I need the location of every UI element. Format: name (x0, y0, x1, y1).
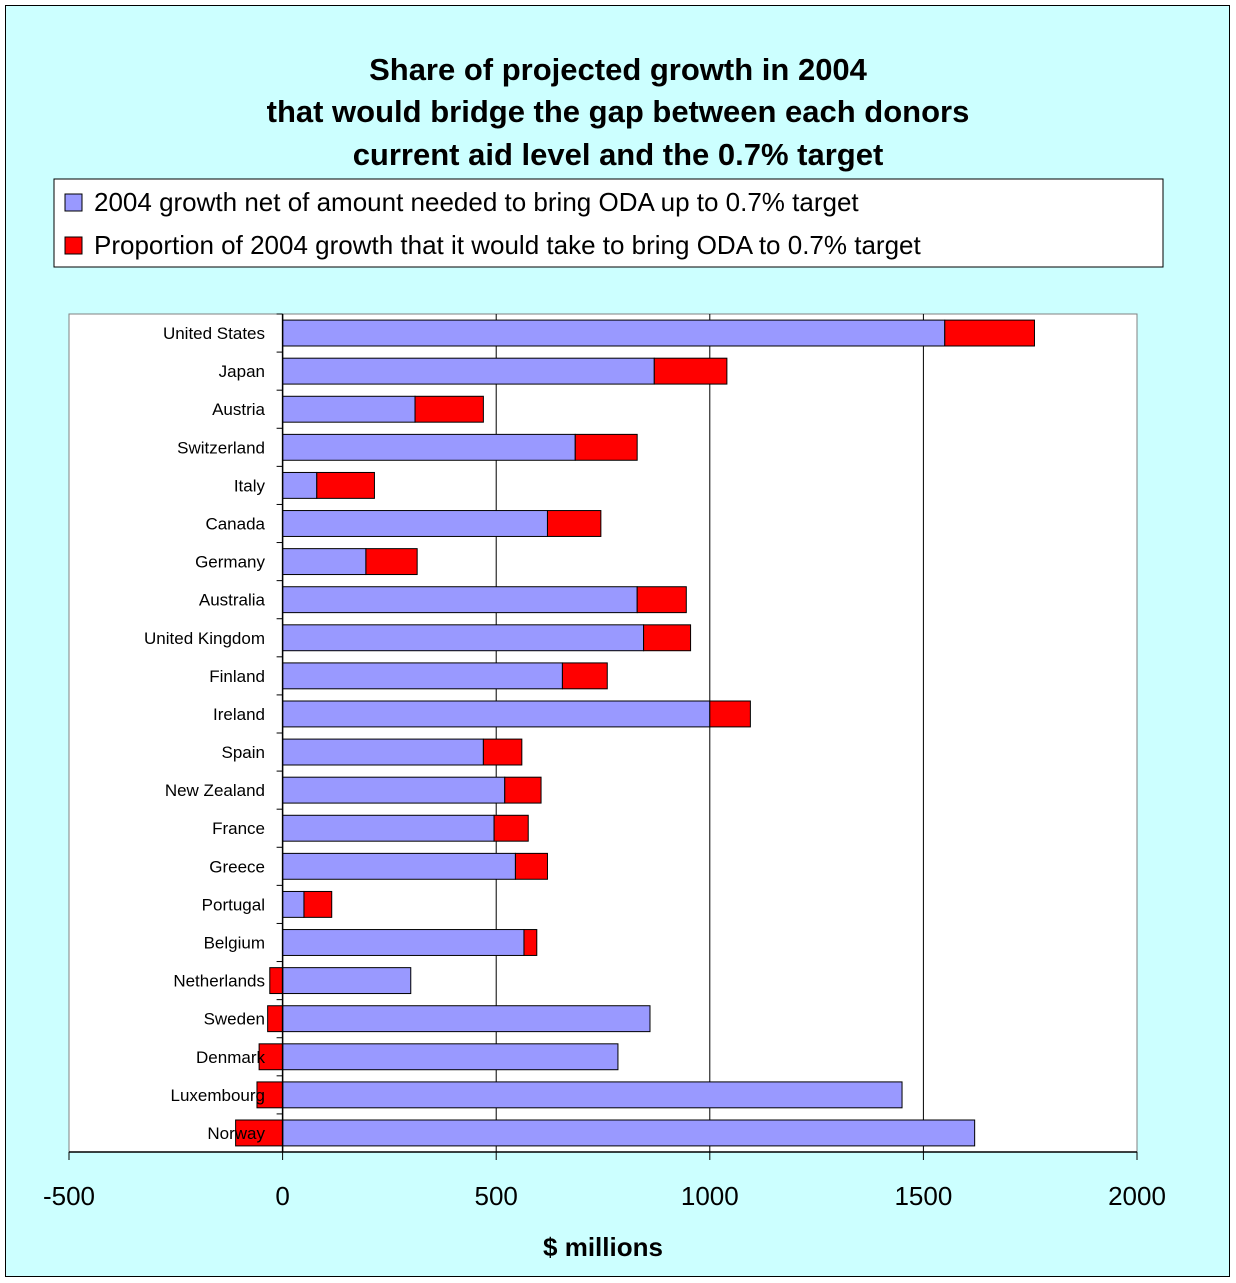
category-label-united-states: United States (163, 324, 265, 343)
bar-growth-net-denmark (282, 1043, 619, 1071)
category-label-greece: Greece (209, 857, 265, 876)
x-tick-label--500: -500 (43, 1181, 95, 1211)
category-label-australia: Australia (199, 591, 266, 610)
category-label-belgium: Belgium (204, 934, 265, 953)
x-axis-title: $ millions (543, 1232, 663, 1262)
x-tick-label-0: 0 (275, 1181, 289, 1211)
bar-growth-net-greece (282, 852, 516, 880)
bar-proportion-ireland (709, 700, 751, 728)
bar-growth-net-portugal (282, 890, 305, 918)
bar-growth-net-canada (282, 510, 548, 537)
bar-growth-net-spain (282, 738, 484, 766)
bar-proportion-norway (235, 1119, 284, 1147)
bar-growth-net-austria (282, 395, 416, 423)
category-label-sweden: Sweden (204, 1010, 265, 1029)
category-labels: United States Japan Austria Switzerland Ital… (144, 324, 266, 1143)
bar-proportion-italy (316, 471, 375, 499)
bar-growth-net-norway (282, 1119, 976, 1147)
bar-growth-net-australia (282, 586, 638, 614)
category-label-austria: Austria (212, 400, 265, 419)
bar-proportion-greece (514, 852, 548, 880)
category-label-norway: Norway (207, 1124, 265, 1143)
bar-growth-net-germany (282, 548, 367, 576)
bar-growth-net-sweden (282, 1005, 651, 1033)
category-label-germany: Germany (195, 553, 265, 572)
bar-proportion-portugal (303, 890, 333, 918)
bar-growth-net-united-states (282, 319, 946, 347)
category-label-netherlands: Netherlands (173, 972, 265, 991)
bar-growth-net-italy (282, 471, 318, 499)
bar-proportion-netherlands (269, 967, 284, 995)
bar-growth-net-united-kingdom (282, 624, 645, 652)
bar-growth-net-finland (282, 662, 563, 690)
bar-proportion-united-states (944, 319, 1035, 347)
chart-title-line-3: current aid level and the 0.7% target (353, 137, 884, 172)
category-label-switzerland: Switzerland (177, 438, 265, 457)
category-label-canada: Canada (205, 515, 265, 534)
category-label-italy: Italy (234, 476, 266, 495)
category-label-portugal: Portugal (202, 895, 265, 914)
bar-proportion-france (493, 814, 529, 842)
bar-growth-net-ireland (282, 700, 711, 728)
x-axis: -500 0 500 1000 1500 2000 (43, 313, 1166, 1211)
chart-title: Share of projected growth in 2004 that w… (267, 52, 970, 172)
bar-growth-net-new-zealand (282, 776, 506, 804)
bar-proportion-united-kingdom (643, 624, 692, 652)
chart-title-line-1: Share of projected growth in 2004 (369, 52, 868, 87)
bar-proportion-spain (482, 738, 523, 766)
bar-proportion-switzerland (574, 433, 638, 461)
category-label-ireland: Ireland (213, 705, 265, 724)
x-tick-label-500: 500 (475, 1181, 518, 1211)
bar-proportion-sweden (267, 1005, 284, 1033)
legend-swatch-proportion (64, 236, 83, 255)
x-tick-label-1500: 1500 (894, 1181, 952, 1211)
bar-growth-net-belgium (282, 929, 525, 956)
legend-box (53, 178, 1164, 268)
legend: 2004 growth net of amount needed to brin… (53, 178, 1164, 268)
bars (235, 319, 1035, 1147)
bar-proportion-austria (414, 395, 484, 423)
bar-growth-net-france (282, 814, 495, 842)
bar-growth-net-netherlands (282, 967, 412, 995)
legend-swatch-growth-net (64, 193, 83, 212)
legend-label-proportion: Proportion of 2004 growth that it would … (94, 230, 921, 260)
x-tick-label-2000: 2000 (1108, 1181, 1166, 1211)
bar-proportion-germany (365, 548, 418, 576)
category-label-united-kingdom: United Kingdom (144, 629, 265, 648)
legend-label-growth-net: 2004 growth net of amount needed to brin… (94, 187, 859, 217)
category-label-luxembourg: Luxembourg (170, 1086, 265, 1105)
bar-growth-net-switzerland (282, 433, 576, 461)
chart-title-line-2: that would bridge the gap between each d… (267, 94, 970, 129)
category-label-france: France (212, 819, 265, 838)
category-label-finland: Finland (209, 667, 265, 686)
bar-growth-net-japan (282, 357, 655, 385)
category-label-new-zealand: New Zealand (165, 781, 265, 800)
bar-proportion-canada (546, 510, 602, 537)
bar-proportion-new-zealand (504, 776, 542, 804)
bar-proportion-australia (636, 586, 687, 614)
bar-proportion-belgium (523, 929, 538, 956)
category-label-spain: Spain (222, 743, 265, 762)
x-tick-label-1000: 1000 (681, 1181, 739, 1211)
bar-proportion-japan (653, 357, 728, 385)
bar-growth-net-luxembourg (282, 1081, 903, 1109)
bar-proportion-finland (561, 662, 608, 690)
category-label-denmark: Denmark (196, 1048, 265, 1067)
category-label-japan: Japan (219, 362, 265, 381)
